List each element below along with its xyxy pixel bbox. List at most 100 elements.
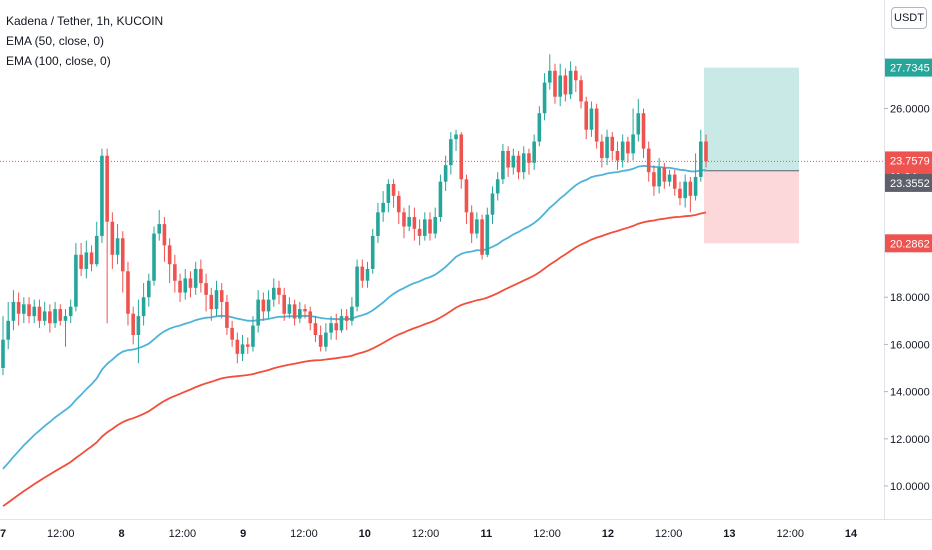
candle-body [693, 176, 698, 196]
ema50-legend[interactable]: EMA (50, close, 0) [6, 34, 105, 48]
position-zones [704, 67, 799, 244]
candle [84, 240, 89, 279]
ema-price-tag-bg [885, 173, 932, 192]
candle [230, 320, 234, 347]
candle-body [136, 316, 141, 335]
candle-body [355, 266, 359, 307]
candle-body [600, 141, 604, 159]
chart-legend: Kadena / Tether, 1h, KUCOIN EMA (50, clo… [6, 11, 163, 71]
symbol-title[interactable]: Kadena / Tether, 1h, KUCOIN [6, 14, 164, 28]
candle [662, 162, 667, 189]
candle-body [240, 344, 245, 354]
candle-body [147, 280, 151, 298]
candle [334, 313, 339, 340]
candle-body [532, 141, 536, 163]
candle [173, 254, 177, 293]
time-axis[interactable]: 7 12:00 8 12:00 9 12:00 10 12:00 11 12:00 12 12:00 1… [0, 528, 858, 540]
candle [79, 242, 83, 277]
candle-body [318, 334, 323, 347]
candle [27, 297, 31, 324]
candle [105, 148, 109, 324]
candle [480, 214, 484, 260]
candle-body [449, 139, 453, 166]
candle [157, 209, 162, 241]
candle [652, 165, 656, 196]
y-tick-label: 26.0000 [890, 104, 930, 116]
candle-body [568, 70, 573, 95]
candle [303, 304, 307, 319]
candle [558, 63, 562, 107]
candle-body [350, 306, 354, 321]
candle-body [480, 219, 484, 255]
x-tick-label: 12:00 [533, 528, 561, 540]
candle [298, 301, 302, 324]
x-tick-label: 8 [119, 528, 125, 540]
candle-body [188, 278, 193, 288]
candle-body [547, 70, 552, 83]
candle [110, 212, 115, 269]
candle-body [485, 214, 490, 255]
ema-price-tag-text: 23.3552 [890, 178, 930, 190]
candle-body [370, 235, 375, 269]
candle-body [27, 304, 31, 317]
x-tick-label: 12:00 [169, 528, 197, 540]
candle-body [209, 294, 214, 310]
stop-price-tag-bg [885, 234, 932, 253]
candle-body [506, 150, 510, 168]
y-tick-label: 10.0000 [890, 481, 930, 493]
candle-body [126, 271, 130, 314]
candle [641, 108, 646, 159]
ema100-legend[interactable]: EMA (100, close, 0) [6, 54, 111, 68]
candle [412, 207, 417, 241]
candle [475, 212, 479, 239]
currency-button[interactable]: USDT [891, 7, 927, 29]
candle-body [214, 290, 219, 310]
candle [183, 268, 188, 300]
stop-price-tag: 20.2862 [885, 234, 932, 253]
candle [16, 292, 21, 326]
candle [438, 174, 443, 222]
candle-body [339, 316, 344, 331]
candle [292, 299, 297, 326]
candle [136, 299, 141, 364]
candle [256, 290, 260, 333]
candle-body [157, 224, 162, 234]
candle [433, 207, 438, 239]
candle-body [37, 306, 42, 321]
candle-body [469, 212, 474, 234]
candlesticks [1, 54, 708, 376]
y-tick-label: 14.0000 [890, 387, 930, 399]
candle [459, 132, 464, 189]
candle [443, 155, 448, 192]
candle [235, 332, 240, 364]
candle-body [615, 150, 620, 161]
candle [464, 174, 469, 225]
target-price-tag: 27.7345 [885, 58, 932, 77]
candle-body [610, 136, 615, 151]
candle-body [141, 297, 146, 317]
candle-body [667, 174, 672, 182]
y-tick-label: 18.0000 [890, 292, 930, 304]
candle [115, 224, 120, 265]
candle-body [74, 254, 78, 307]
candle-body [230, 327, 234, 340]
candle [245, 337, 250, 354]
candle [199, 259, 203, 293]
candle-body [443, 165, 448, 182]
candle [152, 226, 156, 286]
candle [214, 280, 219, 317]
candle-body [688, 181, 693, 196]
candle-body [542, 82, 547, 114]
candle-body [652, 172, 656, 187]
y-tick-label: 16.0000 [890, 339, 930, 351]
candle [657, 158, 661, 194]
candle-body [131, 313, 135, 335]
price-axis[interactable]: 10.0000 12.0000 14.0000 16.0000 18.0000 26.00… [884, 104, 930, 493]
candle-body [646, 148, 651, 173]
candle-body [251, 325, 255, 347]
candle-body [558, 75, 562, 97]
candle-body [475, 219, 479, 234]
candle [620, 134, 625, 168]
candle [683, 174, 687, 208]
